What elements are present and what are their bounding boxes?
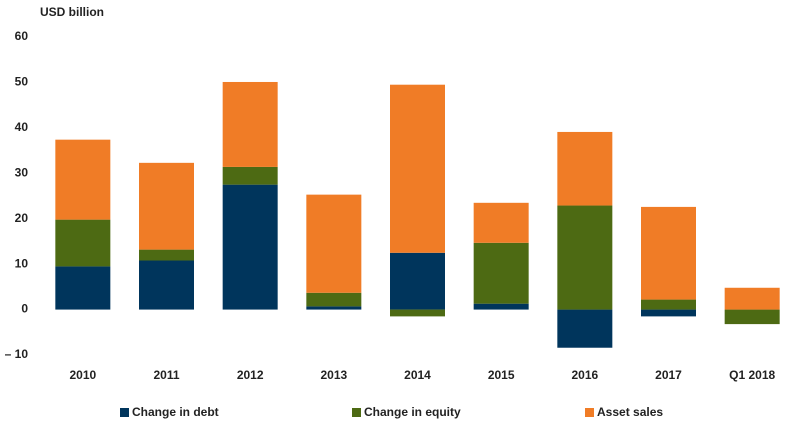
y-tick-label: 10 <box>15 256 29 270</box>
legend-swatch <box>585 408 594 417</box>
legend-swatch <box>120 408 129 417</box>
bar-segment <box>641 299 696 310</box>
x-tick-label: 2017 <box>655 368 682 382</box>
bar-segment <box>724 309 780 325</box>
bar-segment <box>139 249 194 261</box>
legend-label: Asset sales <box>597 405 663 419</box>
bar-segment <box>222 81 278 167</box>
x-tick-label: 2016 <box>571 368 598 382</box>
bar-segment <box>306 292 362 307</box>
x-tick-label: 2013 <box>320 368 347 382</box>
bar-segment <box>390 309 445 317</box>
bar-segment <box>724 287 780 310</box>
bar-segment <box>557 309 613 348</box>
x-tick-label: 2012 <box>237 368 264 382</box>
bar-segment <box>139 162 194 250</box>
y-tick-label: 30 <box>15 165 29 179</box>
bar-segment <box>306 306 362 310</box>
x-tick-label: 2011 <box>153 368 179 382</box>
bar-segment <box>55 219 111 267</box>
y-tick-label: 20 <box>15 211 29 225</box>
bar-segment <box>473 202 529 243</box>
y-axis-label: USD billion <box>40 5 104 19</box>
legend-label: Change in equity <box>364 405 461 419</box>
x-tick-label: 2010 <box>69 368 96 382</box>
bar-segment <box>557 205 613 310</box>
bar-segment <box>390 84 445 253</box>
y-tick-label: 60 <box>15 29 29 43</box>
bar-segment <box>390 252 445 310</box>
y-tick-label: – 10 <box>5 347 29 361</box>
x-tick-label: Q1 2018 <box>729 368 775 382</box>
bar-segment <box>222 184 278 310</box>
x-tick-label: 2014 <box>404 368 431 382</box>
bar-segment <box>473 303 529 310</box>
legend-swatch <box>352 408 361 417</box>
bar-segment <box>306 194 362 293</box>
y-tick-label: 50 <box>15 75 29 89</box>
bar-segment <box>641 206 696 300</box>
bar-segment <box>139 260 194 310</box>
bar-segment <box>473 242 529 304</box>
bar-segment <box>557 131 613 206</box>
y-tick-label: 40 <box>15 120 29 134</box>
bar-segment <box>55 139 111 220</box>
bar-segment <box>641 309 696 317</box>
y-tick-label: 0 <box>21 302 28 316</box>
legend-label: Change in debt <box>132 405 219 419</box>
bar-segment <box>55 266 111 310</box>
x-tick-label: 2015 <box>488 368 515 382</box>
bar-segment <box>222 166 278 185</box>
